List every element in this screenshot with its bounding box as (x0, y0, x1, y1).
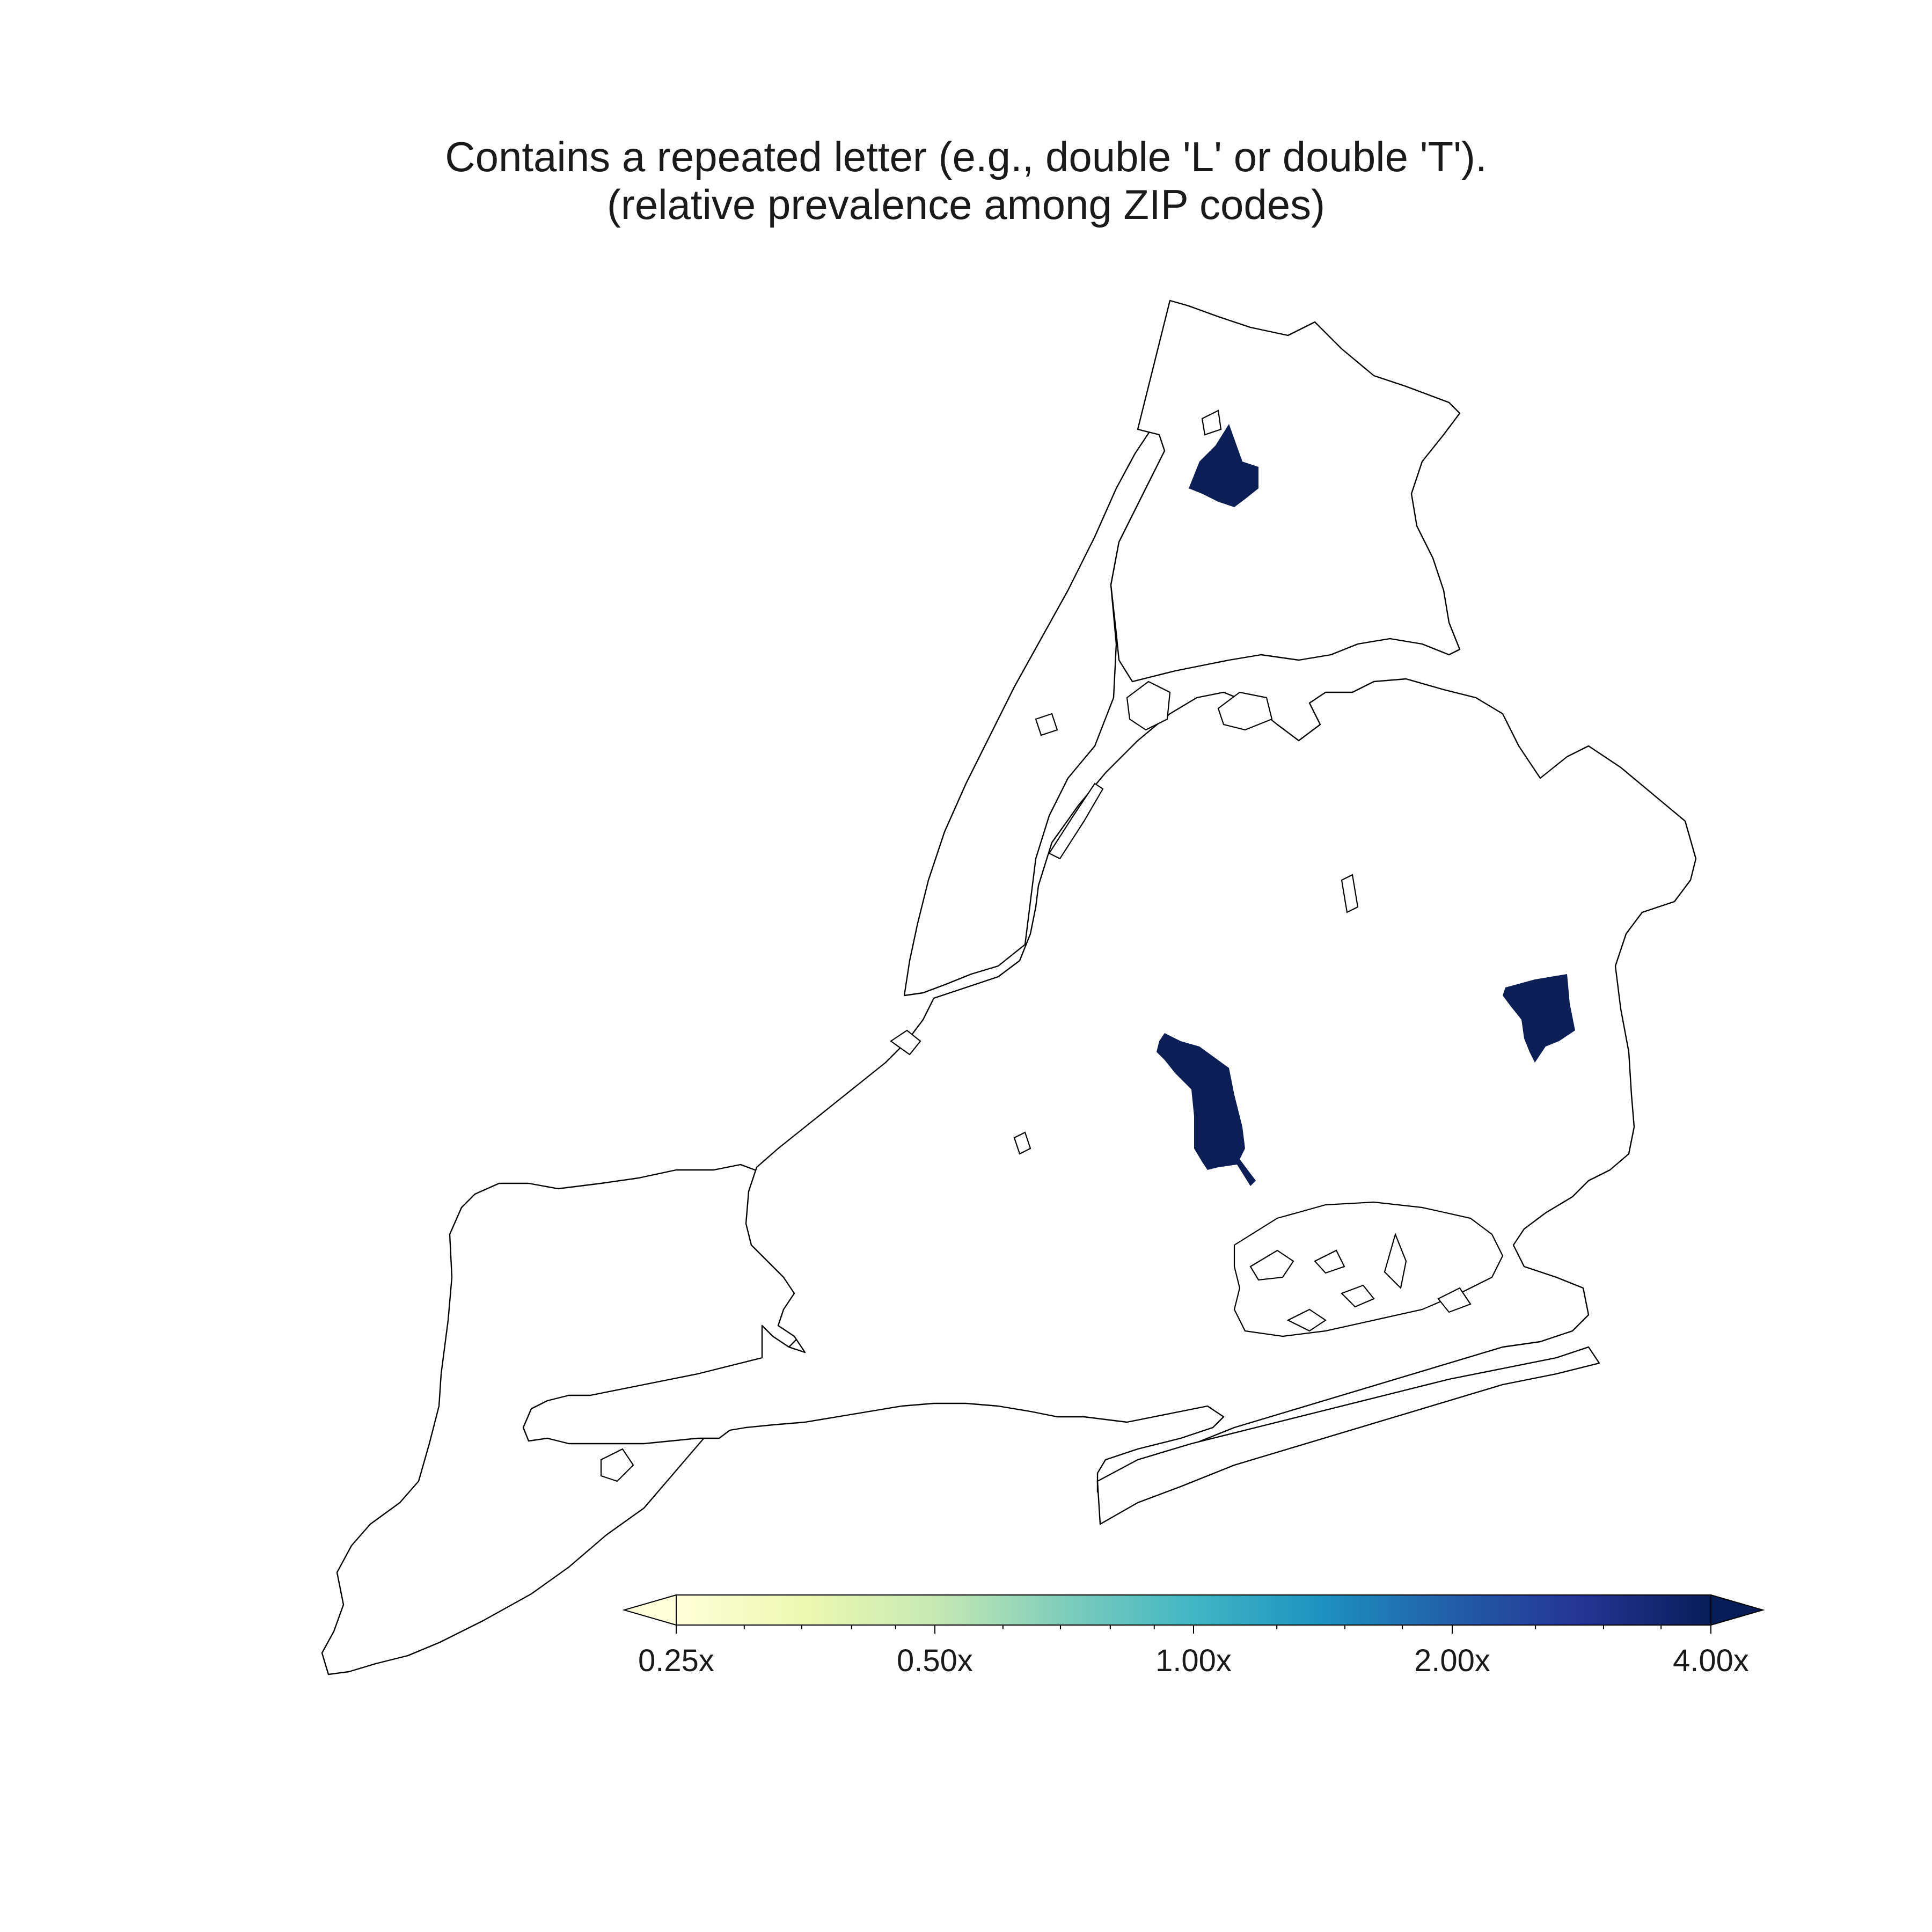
colorbar-tick-label: 1.00x (1155, 1643, 1232, 1678)
highlighted-zip-bronx (1189, 424, 1258, 507)
colorbar-tick-label: 4.00x (1673, 1643, 1749, 1678)
bronx-outline (1110, 299, 1461, 683)
pond (1341, 874, 1359, 913)
highlighted-zip-queens (1503, 974, 1575, 1063)
pond (1201, 409, 1222, 436)
jamaica-bay-island (1286, 1308, 1327, 1332)
governors-island (890, 1029, 921, 1056)
jamaica-bay-island (1314, 1249, 1345, 1274)
colorbar: 0.25x 0.50x 1.00x 2.00x 4.00x (622, 1594, 1765, 1678)
colorbar-gradient (676, 1594, 1711, 1626)
colorbar-tick-label: 0.50x (897, 1643, 973, 1678)
highlighted-zip-brooklyn (1157, 1033, 1256, 1186)
colorbar-extend-low (622, 1594, 677, 1626)
colorbar-ticks: 0.25x 0.50x 1.00x 2.00x 4.00x (638, 1625, 1749, 1678)
colorbar-extend-high (1710, 1594, 1765, 1626)
rockaway-outline (1096, 1346, 1600, 1525)
jamaica-bay-island (1437, 1287, 1472, 1313)
rikers-island (1217, 691, 1273, 731)
colorbar-tick-label: 0.25x (638, 1643, 714, 1678)
pond (1035, 713, 1058, 736)
jamaica-bay-island (1384, 1232, 1407, 1290)
roosevelt-island (1048, 782, 1104, 860)
chart-title-line1: Contains a repeated letter (e.g., double… (445, 133, 1487, 180)
jamaica-bay-island (1341, 1284, 1375, 1308)
colorbar-tick-label: 2.00x (1414, 1643, 1490, 1678)
pond (1013, 1131, 1031, 1155)
pond (600, 1448, 634, 1482)
chart-title-line2: (relative prevalence among ZIP codes) (606, 181, 1326, 228)
jamaica-bay-island (1249, 1249, 1294, 1281)
randalls-island (1126, 680, 1171, 731)
